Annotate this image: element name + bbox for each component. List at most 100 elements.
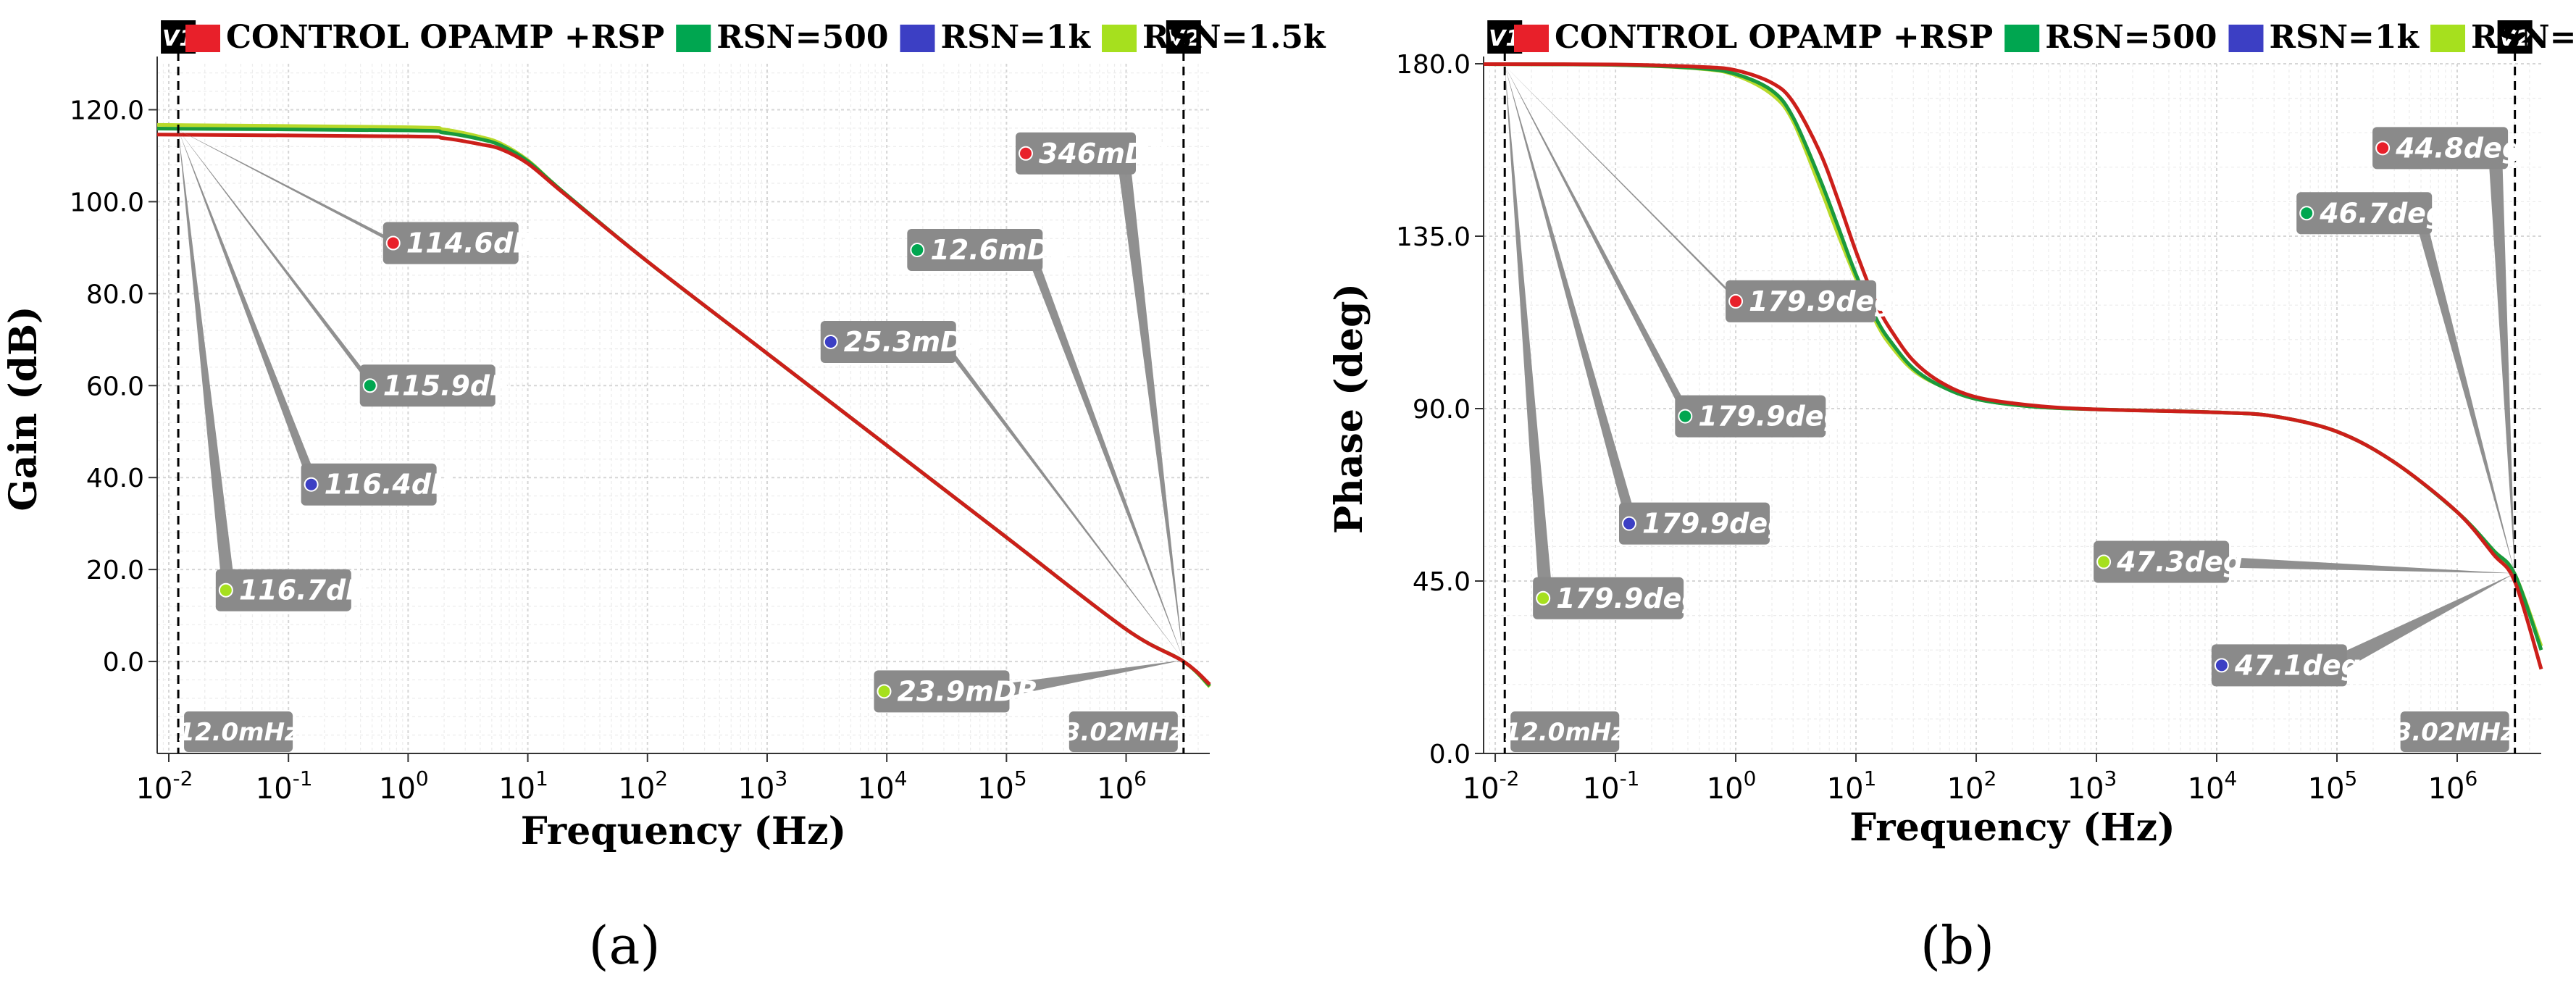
annotation-box bbox=[2372, 127, 2509, 170]
annotation-label: 23.9mDB bbox=[897, 675, 1037, 707]
annotation-box bbox=[820, 320, 956, 363]
series-line-control-opamp-rsp bbox=[1484, 62, 2543, 670]
annotation-callout bbox=[1505, 65, 1747, 307]
x-tick-exponent: -2 bbox=[1500, 766, 1520, 790]
legend-item-label: RSN=500 bbox=[716, 19, 888, 56]
legend-item-label: RSN=1k bbox=[2270, 19, 2420, 56]
annotation-label: 44.8deg bbox=[2395, 132, 2522, 164]
legend: CONTROL OPAMP +RSP RSN=500 RSN=1k RSN=1.5k bbox=[185, 19, 1326, 56]
x-tick-exponent: 5 bbox=[1014, 766, 1027, 790]
y-tick-label: 20.0 bbox=[86, 556, 144, 585]
series-line-control-opamp-rsp bbox=[157, 133, 1211, 686]
legend-swatch bbox=[1514, 25, 1549, 52]
legend-item-label: RSN=1.5k bbox=[1142, 19, 1326, 56]
x-tick-label: 105 bbox=[2308, 766, 2358, 806]
y-tick-label: 40.0 bbox=[86, 464, 144, 493]
x-tick-exponent: 2 bbox=[1984, 766, 1997, 790]
annotation-callout bbox=[178, 130, 380, 392]
annotation-dot bbox=[385, 235, 401, 251]
annotation-box bbox=[382, 222, 519, 264]
annotation-dot bbox=[2299, 206, 2314, 221]
x-tick-label: 10-2 bbox=[136, 766, 193, 806]
legend-swatch bbox=[676, 25, 711, 52]
x-tick-base: 10 bbox=[2428, 772, 2465, 806]
x-tick-exponent: 5 bbox=[2345, 766, 2358, 790]
annotation-box bbox=[215, 569, 351, 611]
annotation-box bbox=[2094, 540, 2230, 583]
panel-label: (b) bbox=[1920, 915, 1994, 976]
x-tick-base: 10 bbox=[379, 772, 416, 806]
cursor-flag-v2 bbox=[2497, 20, 2533, 54]
annotation-callout bbox=[1505, 65, 1639, 530]
x-tick-label: 106 bbox=[1097, 766, 1147, 806]
grid bbox=[157, 64, 1210, 754]
x-tick-exponent: 4 bbox=[2225, 766, 2238, 790]
x-tick-base: 10 bbox=[858, 772, 895, 806]
annotation-box bbox=[874, 670, 1010, 713]
y-tick-label: 45.0 bbox=[1413, 567, 1471, 597]
annotation-dot bbox=[304, 477, 319, 492]
annotation-dot bbox=[1536, 590, 1551, 606]
annotation-dot bbox=[910, 243, 925, 258]
x-tick-label: 104 bbox=[858, 766, 908, 806]
cursor-flag-v2 bbox=[1166, 20, 1201, 54]
annotation-label: 114.6dB bbox=[406, 227, 534, 259]
panel-label: (a) bbox=[588, 915, 660, 976]
x-tick-exponent: 3 bbox=[2104, 766, 2117, 790]
legend-item-label: RSN=1k bbox=[941, 19, 1092, 56]
annotation-callout bbox=[178, 130, 403, 249]
legend-item-label: RSN=500 bbox=[2045, 19, 2217, 56]
y-tick-label: 80.0 bbox=[86, 280, 144, 309]
annotation-box bbox=[1675, 395, 1826, 438]
cursor-readout: 3.02MHz bbox=[2395, 718, 2515, 747]
x-tick-exponent: 6 bbox=[1134, 766, 1147, 790]
x-tick-base: 10 bbox=[256, 772, 293, 806]
x-tick-exponent: 3 bbox=[775, 766, 788, 790]
annotation-dot bbox=[1678, 409, 1693, 424]
x-tick-exponent: -1 bbox=[293, 766, 313, 790]
annotation-callout bbox=[2326, 573, 2515, 672]
legend-swatch bbox=[2430, 25, 2466, 52]
x-tick-label: 10-1 bbox=[256, 766, 313, 806]
annotation-box bbox=[1618, 502, 1770, 545]
annotation-dot bbox=[823, 334, 838, 349]
annotation-dot bbox=[1621, 516, 1636, 531]
x-tick-base: 10 bbox=[136, 772, 173, 806]
legend-item-label: CONTROL OPAMP +RSP bbox=[1555, 19, 1993, 56]
annotation-dot bbox=[2375, 141, 2391, 156]
y-axis-title: Phase (deg) bbox=[1327, 283, 1371, 534]
x-tick-label: 102 bbox=[618, 766, 668, 806]
annotation-dot bbox=[362, 378, 377, 393]
cursor-readout-box bbox=[1069, 711, 1178, 752]
annotation-box bbox=[2296, 192, 2433, 235]
x-tick-base: 10 bbox=[618, 772, 655, 806]
x-tick-base: 10 bbox=[2188, 772, 2225, 806]
y-tick-label: 0.0 bbox=[1429, 740, 1471, 769]
y-axis-title: Gain (dB) bbox=[1, 306, 46, 511]
legend-swatch bbox=[185, 25, 220, 52]
x-tick-base: 10 bbox=[738, 772, 775, 806]
annotation-label: 47.3deg bbox=[2116, 546, 2243, 578]
x-tick-exponent: 4 bbox=[895, 766, 908, 790]
x-tick-label: 100 bbox=[1707, 766, 1757, 806]
annotation-callout bbox=[2488, 142, 2515, 574]
annotation-callout bbox=[1022, 244, 1184, 661]
x-tick-exponent: 1 bbox=[535, 766, 548, 790]
annotation-callout bbox=[1505, 65, 1554, 604]
x-tick-label: 101 bbox=[1827, 766, 1877, 806]
x-tick-label: 100 bbox=[379, 766, 429, 806]
annotation-dot bbox=[218, 582, 233, 598]
annotation-label: 179.9deg bbox=[1642, 508, 1787, 540]
annotation-callout bbox=[989, 660, 1184, 698]
x-tick-exponent: 6 bbox=[2465, 766, 2478, 790]
legend: CONTROL OPAMP +RSP RSN=500 RSN=1k RSN=1.5k bbox=[1514, 19, 2576, 56]
annotation-box bbox=[1726, 280, 1877, 322]
x-tick-label: 105 bbox=[977, 766, 1027, 806]
y-tick-label: 100.0 bbox=[70, 188, 144, 217]
y-tick-label: 180.0 bbox=[1396, 50, 1471, 80]
cursor-flag-label: V2 bbox=[2499, 26, 2531, 51]
x-tick-label: 106 bbox=[2428, 766, 2478, 806]
annotation-callout bbox=[1505, 65, 1696, 422]
annotation-label: 179.9deg bbox=[1749, 285, 1894, 317]
